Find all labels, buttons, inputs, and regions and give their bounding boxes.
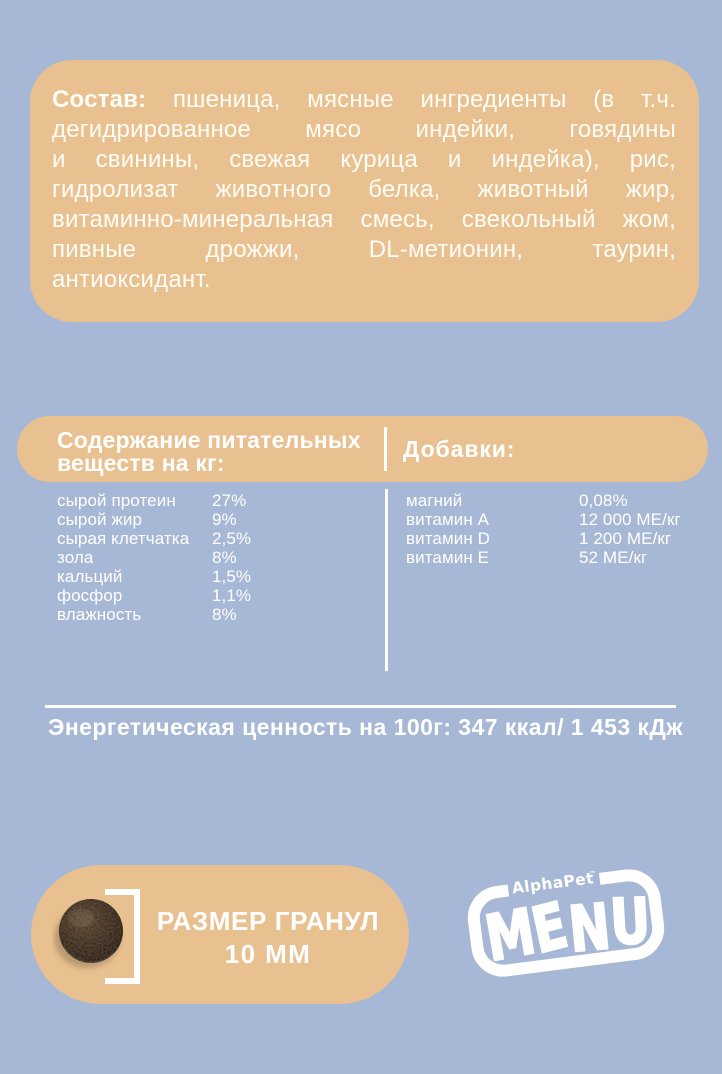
row-value: 27% bbox=[212, 491, 247, 510]
granule-size-card: РАЗМЕР ГРАНУЛ 10 ММ bbox=[31, 865, 409, 1004]
table-row: влажность 8% bbox=[57, 605, 377, 624]
nutrition-header-band: Содержание питательных веществ на кг: До… bbox=[17, 416, 708, 482]
tables-divider bbox=[385, 489, 388, 671]
composition-line: дегидрированное мясо индейки, говядины bbox=[52, 116, 676, 143]
table-row: витамин A 12 000 МЕ/кг bbox=[406, 510, 706, 529]
composition-line: гидролизат животного белка, животный жир… bbox=[52, 176, 676, 203]
nutrition-title-line2: веществ на кг: bbox=[57, 449, 225, 476]
row-value: 52 МЕ/кг bbox=[579, 548, 648, 567]
composition-line: витаминно-минеральная смесь, свекольный … bbox=[52, 206, 676, 233]
composition-line1-rest: пшеница, мясные ингредиенты (в т.ч. bbox=[146, 86, 676, 113]
row-value: 1,5% bbox=[212, 567, 252, 586]
table-row: витамин D 1 200 МЕ/кг bbox=[406, 529, 706, 548]
row-value: 8% bbox=[212, 605, 237, 624]
table-row: сырой жир 9% bbox=[57, 510, 377, 529]
energy-value: Энергетическая ценность на 100г: 347 кка… bbox=[48, 714, 683, 740]
row-label: витамин E bbox=[406, 548, 490, 567]
row-value: 2,5% bbox=[212, 529, 252, 548]
row-value: 0,08% bbox=[579, 491, 628, 510]
row-label: зола bbox=[57, 548, 94, 567]
composition-line: пивные дрожжи, DL-метионин, таурин, bbox=[52, 236, 676, 263]
row-label: витамин A bbox=[406, 510, 490, 529]
row-value: 8% bbox=[212, 548, 237, 567]
granule-size-line2: 10 ММ bbox=[224, 939, 312, 969]
row-value: 9% bbox=[212, 510, 237, 529]
table-row: сырая клетчатка 2,5% bbox=[57, 529, 377, 548]
nutrition-title: Содержание питательных веществ на кг: bbox=[57, 429, 361, 474]
row-label: сырой протеин bbox=[57, 491, 176, 510]
alphapet-menu-logo: AlphaPet ™ MENU bbox=[467, 864, 665, 980]
table-row: магний 0,08% bbox=[406, 491, 706, 510]
table-row: кальций 1,5% bbox=[57, 567, 377, 586]
granule-size-label: РАЗМЕР ГРАНУЛ 10 ММ bbox=[139, 905, 397, 971]
composition-line: и свинины, свежая курица и индейка), рис… bbox=[52, 146, 676, 173]
row-value: 1 200 МЕ/кг bbox=[579, 529, 672, 548]
granule-size-line1: РАЗМЕР ГРАНУЛ bbox=[156, 906, 380, 936]
additives-title: Добавки: bbox=[403, 435, 516, 462]
additives-table: магний 0,08% витамин A 12 000 МЕ/кг витами… bbox=[406, 491, 706, 567]
nutrition-title-line1: Содержание питательных bbox=[57, 427, 361, 453]
row-label: фосфор bbox=[57, 586, 123, 605]
composition-line: Состав: пшеница, мясные ингредиенты (в т… bbox=[52, 85, 676, 115]
row-label: сырой жир bbox=[57, 510, 143, 529]
composition-heading: Состав: bbox=[52, 86, 147, 113]
logo-trademark: ™ bbox=[589, 870, 597, 879]
row-label: магний bbox=[406, 491, 463, 510]
row-value: 1,1% bbox=[212, 586, 252, 605]
composition-line: антиоксидант. bbox=[52, 266, 211, 293]
size-bracket-icon bbox=[105, 889, 140, 984]
row-label: сырая клетчатка bbox=[57, 529, 190, 548]
header-divider bbox=[384, 427, 387, 471]
table-row: сырой протеин 27% bbox=[57, 491, 377, 510]
row-label: кальций bbox=[57, 567, 123, 586]
kibble-photo bbox=[54, 899, 123, 968]
table-row: фосфор 1,1% bbox=[57, 586, 377, 605]
table-row: зола 8% bbox=[57, 548, 377, 567]
row-label: влажность bbox=[57, 605, 142, 624]
composition-text: Состав: пшеница, мясные ингредиенты (в т… bbox=[52, 85, 676, 295]
row-value: 12 000 МЕ/кг bbox=[579, 510, 681, 529]
table-row: витамин E 52 МЕ/кг bbox=[406, 548, 706, 567]
nutrition-table: сырой протеин 27% сырой жир 9% сырая клетч… bbox=[57, 491, 377, 624]
composition-card: Состав: пшеница, мясные ингредиенты (в т… bbox=[30, 60, 699, 322]
energy-divider bbox=[45, 705, 676, 708]
row-label: витамин D bbox=[406, 529, 491, 548]
